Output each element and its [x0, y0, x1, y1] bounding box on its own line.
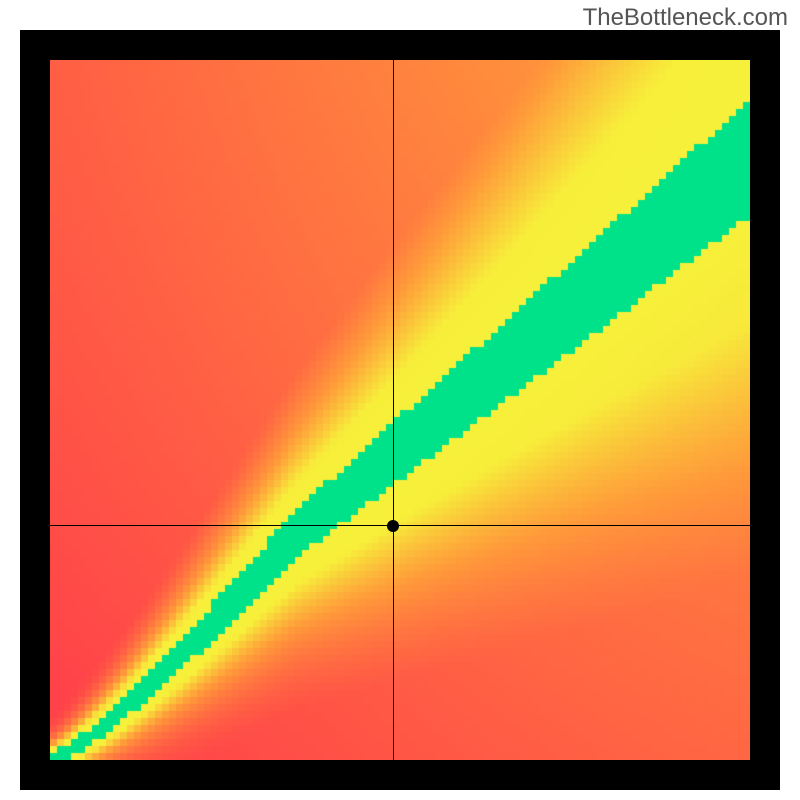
chart-container: TheBottleneck.com	[0, 0, 800, 800]
plot-frame	[20, 30, 780, 790]
crosshair-vertical	[393, 60, 394, 760]
watermark-text: TheBottleneck.com	[583, 4, 788, 32]
heatmap-canvas	[50, 60, 750, 760]
crosshair-horizontal	[50, 525, 750, 526]
marker-dot	[387, 520, 399, 532]
